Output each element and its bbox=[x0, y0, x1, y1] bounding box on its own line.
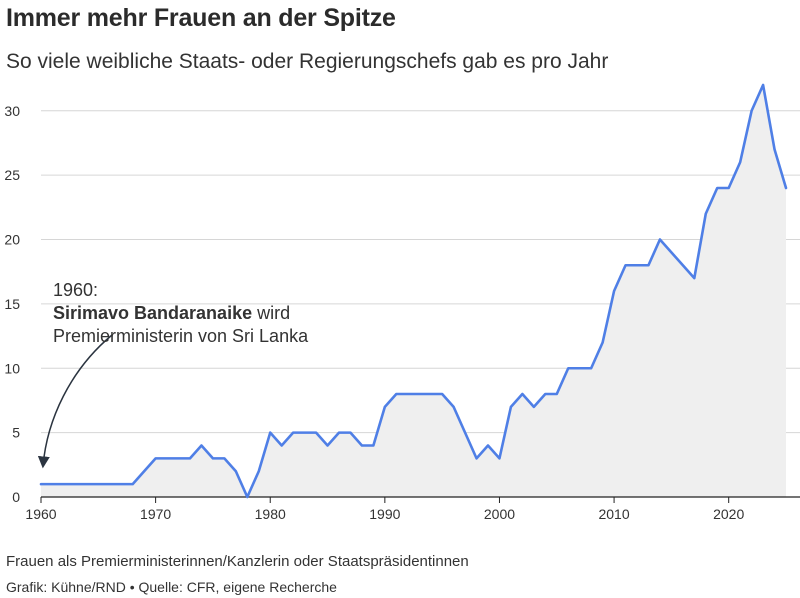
x-tick-label-2020: 2020 bbox=[713, 506, 744, 522]
data-point-1964 bbox=[85, 482, 89, 486]
data-point-2014 bbox=[658, 238, 662, 242]
data-point-2000 bbox=[497, 456, 501, 460]
data-point-2004 bbox=[543, 392, 547, 396]
annotation-year: 1960: bbox=[53, 280, 99, 300]
y-tick-label-20: 20 bbox=[4, 232, 20, 248]
y-tick-label-10: 10 bbox=[4, 360, 20, 376]
data-point-1971 bbox=[165, 456, 169, 460]
data-point-1962 bbox=[62, 482, 66, 486]
data-point-2008 bbox=[589, 366, 593, 370]
data-point-1976 bbox=[222, 456, 226, 460]
chart-title: Immer mehr Frauen an der Spitze bbox=[6, 4, 396, 32]
data-point-2020 bbox=[727, 186, 731, 190]
y-tick-label-5: 5 bbox=[12, 425, 20, 441]
data-point-2015 bbox=[669, 250, 673, 254]
x-tick-label-1970: 1970 bbox=[140, 506, 171, 522]
data-point-1991 bbox=[394, 392, 398, 396]
data-point-2010 bbox=[612, 289, 616, 293]
data-point-1960 bbox=[39, 482, 43, 486]
annotation-line2: Sirimavo Bandaranaike wird bbox=[53, 302, 308, 325]
data-point-2012 bbox=[635, 263, 639, 267]
footer-credit: Grafik: Kühne/RND • Quelle: CFR, eigene … bbox=[6, 579, 337, 595]
data-point-2009 bbox=[601, 341, 605, 345]
annotation-name: Sirimavo Bandaranaike bbox=[53, 303, 253, 323]
data-point-1967 bbox=[119, 482, 123, 486]
data-point-1996 bbox=[452, 405, 456, 409]
data-point-1985 bbox=[326, 444, 330, 448]
y-tick-label-25: 25 bbox=[4, 167, 20, 183]
x-tick-label-1980: 1980 bbox=[255, 506, 286, 522]
y-tick-label-15: 15 bbox=[4, 296, 20, 312]
data-point-1990 bbox=[383, 405, 387, 409]
data-point-2007 bbox=[578, 366, 582, 370]
data-point-1963 bbox=[73, 482, 77, 486]
data-point-1997 bbox=[463, 431, 467, 435]
data-point-1993 bbox=[417, 392, 421, 396]
chart-subtitle: So viele weibliche Staats- oder Regierun… bbox=[6, 50, 609, 73]
annotation-arrow bbox=[37, 334, 113, 469]
data-point-1980 bbox=[268, 431, 272, 435]
data-point-1972 bbox=[177, 456, 181, 460]
data-point-1975 bbox=[211, 456, 215, 460]
data-point-2005 bbox=[555, 392, 559, 396]
data-point-1968 bbox=[131, 482, 135, 486]
y-tick-label-0: 0 bbox=[12, 489, 20, 505]
data-point-2003 bbox=[532, 405, 536, 409]
data-point-2021 bbox=[738, 160, 742, 164]
data-point-2013 bbox=[646, 263, 650, 267]
x-tick-label-2010: 2010 bbox=[598, 506, 629, 522]
annotation-text: 1960: Sirimavo Bandaranaike wird Premier… bbox=[53, 279, 308, 348]
data-point-1994 bbox=[429, 392, 433, 396]
data-point-1977 bbox=[234, 469, 238, 473]
data-point-1986 bbox=[337, 431, 341, 435]
x-tick-label-2000: 2000 bbox=[484, 506, 515, 522]
data-point-2022 bbox=[750, 109, 754, 113]
data-point-1978 bbox=[245, 495, 249, 499]
line-chart: 0 5 10 15 20 25 30 1960 1970 1980 1990 2000 2010 2020 bbox=[4, 83, 800, 522]
data-point-2018 bbox=[704, 212, 708, 216]
data-point-1965 bbox=[96, 482, 100, 486]
data-point-2006 bbox=[566, 366, 570, 370]
x-tick-label-1990: 1990 bbox=[369, 506, 400, 522]
data-point-2019 bbox=[715, 186, 719, 190]
y-tick-label-30: 30 bbox=[4, 103, 20, 119]
data-point-2002 bbox=[520, 392, 524, 396]
data-point-2001 bbox=[509, 405, 513, 409]
data-point-1981 bbox=[280, 444, 284, 448]
data-point-1970 bbox=[154, 456, 158, 460]
data-point-2011 bbox=[624, 263, 628, 267]
series-area bbox=[41, 85, 786, 497]
data-point-1998 bbox=[475, 456, 479, 460]
data-point-1988 bbox=[360, 444, 364, 448]
data-point-1992 bbox=[406, 392, 410, 396]
footer-note: Frauen als Premierministerinnen/Kanzleri… bbox=[6, 553, 469, 570]
data-point-2023 bbox=[761, 83, 765, 87]
data-point-1961 bbox=[50, 482, 54, 486]
annotation-line3: Premierministerin von Sri Lanka bbox=[53, 326, 309, 346]
x-tick-label-1960: 1960 bbox=[25, 506, 56, 522]
data-point-2017 bbox=[692, 276, 696, 280]
data-point-2016 bbox=[681, 263, 685, 267]
series-line bbox=[39, 83, 788, 499]
data-point-2025 bbox=[784, 186, 788, 190]
data-point-1999 bbox=[486, 444, 490, 448]
annotation-suffix: wird bbox=[252, 303, 291, 323]
data-point-1987 bbox=[348, 431, 352, 435]
data-point-1974 bbox=[199, 444, 203, 448]
data-point-1995 bbox=[440, 392, 444, 396]
data-point-1973 bbox=[188, 456, 192, 460]
data-point-1982 bbox=[291, 431, 295, 435]
data-point-1969 bbox=[142, 469, 146, 473]
data-point-1983 bbox=[303, 431, 307, 435]
data-point-1979 bbox=[257, 469, 261, 473]
data-point-2024 bbox=[773, 147, 777, 151]
data-point-1989 bbox=[371, 444, 375, 448]
data-point-1966 bbox=[108, 482, 112, 486]
data-point-1984 bbox=[314, 431, 318, 435]
